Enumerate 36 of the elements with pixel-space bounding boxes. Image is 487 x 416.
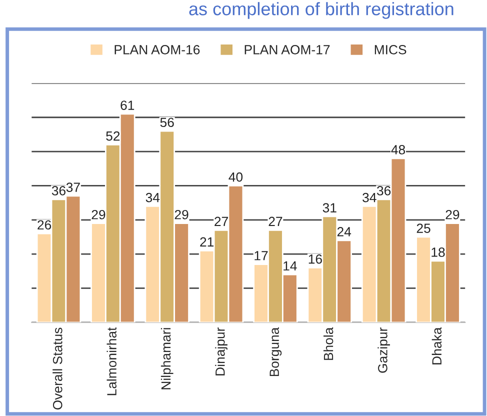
legend-label: MICS — [374, 45, 406, 54]
data-label: 21 — [200, 237, 214, 247]
x-tick-label: Dhaka — [432, 327, 442, 364]
x-tick-label: Borguna — [270, 327, 282, 376]
legend-label: PLAN AOM-17 — [244, 45, 330, 54]
data-label: 25 — [416, 224, 430, 233]
data-label: 16 — [308, 254, 322, 264]
x-tick-label: Dinajpur — [215, 327, 228, 376]
legend-label: PLAN AOM-16 — [114, 45, 200, 54]
x-tick-label: Nilphamari — [160, 328, 174, 390]
data-label: 34 — [362, 192, 376, 202]
data-label: 48 — [391, 145, 406, 154]
data-label: 24 — [337, 227, 352, 236]
data-label: 27 — [268, 216, 282, 226]
data-label: 61 — [120, 100, 134, 110]
data-label: 36 — [52, 186, 66, 196]
data-label: 29 — [446, 210, 460, 220]
data-label: 52 — [106, 131, 120, 141]
data-label: 34 — [146, 192, 160, 202]
data-label: 14 — [284, 261, 297, 270]
data-label: 27 — [214, 216, 228, 226]
data-label: 36 — [376, 186, 391, 196]
data-label: 56 — [160, 118, 174, 128]
data-label: 18 — [432, 248, 445, 257]
x-tick-label: Lalmonirhat — [106, 327, 116, 396]
data-label: 17 — [254, 251, 268, 260]
data-label: 40 — [228, 172, 243, 182]
x-tick-label: Bhola — [323, 327, 334, 360]
data-label: 29 — [92, 210, 106, 220]
data-label: 37 — [66, 182, 80, 192]
data-label: 29 — [174, 210, 188, 220]
data-label: 26 — [38, 220, 52, 230]
data-label: 31 — [322, 203, 336, 212]
x-tick-label: Overall Status — [52, 328, 62, 410]
x-tick-label: Gazipur — [378, 327, 390, 373]
chart-title: as completion of birth registration — [189, 2, 454, 19]
